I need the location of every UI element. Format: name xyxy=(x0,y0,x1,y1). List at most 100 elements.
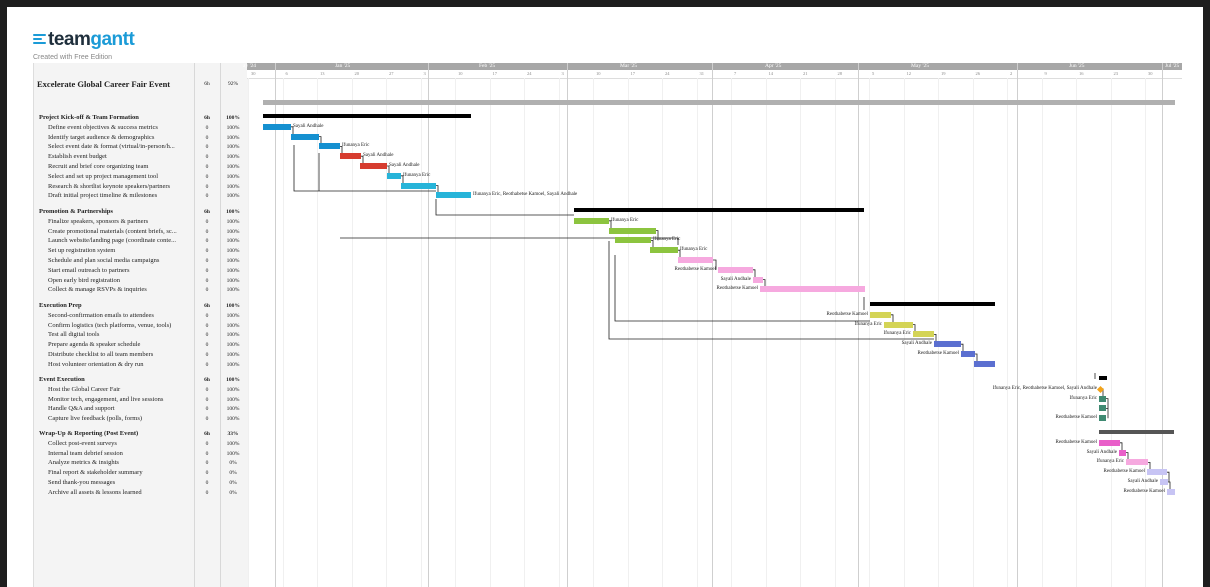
group-row[interactable]: Execution Prep 6h 100% xyxy=(34,301,248,311)
task-row[interactable]: Schedule and plan social media campaigns… xyxy=(34,256,248,266)
task-bar[interactable] xyxy=(1119,449,1126,456)
group-row[interactable]: Wrap-Up & Reporting (Post Event) 6h 33% xyxy=(34,429,248,439)
task-row[interactable]: Launch website/landing page (coordinate … xyxy=(34,236,248,246)
percent-cell: 100% xyxy=(226,416,240,423)
task-bar[interactable] xyxy=(1126,459,1148,466)
dependency-line xyxy=(340,237,679,245)
dependency-line xyxy=(361,155,364,166)
task-row[interactable]: Open early bird registration 0 100% xyxy=(34,276,248,286)
task-row[interactable]: Define event objectives & success metric… xyxy=(34,123,248,133)
week-label: 27 xyxy=(389,71,394,76)
task-name: Collect post-event surveys xyxy=(48,439,117,447)
task-row[interactable]: Select event date & format (virtual/in-p… xyxy=(34,142,248,152)
task-bar[interactable] xyxy=(436,192,471,199)
group-summary-bar[interactable] xyxy=(574,208,864,212)
task-row[interactable]: Test all digital tools 0 100% xyxy=(34,330,248,340)
task-row[interactable]: Archive all assets & lessons learned 0 0% xyxy=(34,488,248,498)
task-row[interactable]: Handle Q&A and support 0 100% xyxy=(34,404,248,414)
project-row[interactable]: Excelerate Global Career Fair Event 6h 92% xyxy=(34,79,248,89)
task-row[interactable]: Collect post-event surveys 0 100% xyxy=(34,439,248,449)
task-bar[interactable] xyxy=(974,360,995,367)
percent-cell: 0% xyxy=(229,460,237,467)
task-row[interactable]: Finalize speakers, sponsors & partners 0 1… xyxy=(34,217,248,227)
task-bar[interactable] xyxy=(1099,405,1106,412)
task-row[interactable]: Monitor tech, engagement, and live sessi… xyxy=(34,395,248,405)
week-label: 6 xyxy=(285,71,288,76)
task-row[interactable]: Confirm logistics (tech platforms, venue… xyxy=(34,321,248,331)
group-summary-bar[interactable] xyxy=(263,114,471,118)
task-bar[interactable] xyxy=(319,143,340,150)
milestone-diamond[interactable] xyxy=(1096,385,1105,393)
task-row[interactable]: Second-confirmation emails to attendees 0… xyxy=(34,311,248,321)
task-bar[interactable] xyxy=(387,172,401,179)
task-bar[interactable] xyxy=(884,321,913,328)
task-bar[interactable] xyxy=(1167,488,1175,495)
group-row[interactable]: Project Kick-off & Team Formation 6h 100% xyxy=(34,113,248,123)
task-row[interactable]: Set up registration system 0 100% xyxy=(34,246,248,256)
group-row[interactable]: Promotion & Partnerships 6h 100% xyxy=(34,207,248,217)
dependency-line xyxy=(609,220,612,231)
group-summary-bar[interactable] xyxy=(1099,430,1174,434)
task-row[interactable]: Host volunteer orientation & dry run 0 100… xyxy=(34,360,248,370)
task-bar[interactable] xyxy=(291,133,319,140)
percent-cell: 100% xyxy=(226,193,240,200)
task-bar[interactable] xyxy=(718,266,753,273)
task-bar[interactable] xyxy=(615,237,651,244)
task-bar[interactable] xyxy=(870,311,891,318)
task-bar[interactable] xyxy=(263,123,291,130)
task-row[interactable]: Select and set up project management too… xyxy=(34,172,248,182)
task-bar[interactable] xyxy=(753,276,763,283)
gantt-timeline: ay '24 Jan '25 Feb '25 Mar '25 Apr '25 May '2… xyxy=(243,63,1182,587)
task-bar[interactable] xyxy=(340,153,361,160)
percent-cell: 100% xyxy=(226,183,240,190)
task-row[interactable]: Final report & stakeholder summary 0 0% xyxy=(34,468,248,478)
task-bar[interactable] xyxy=(1160,479,1168,485)
duration-cell: 0 xyxy=(205,342,209,349)
task-row[interactable]: Recruit and brief core organizing team 0 1… xyxy=(34,162,248,172)
task-row[interactable]: Start email outreach to partners 0 100% xyxy=(34,266,248,276)
task-row[interactable]: Identify target audience & demographics 0… xyxy=(34,133,248,143)
group-row[interactable]: Event Execution 6h 100% xyxy=(34,375,248,385)
dependency-line xyxy=(435,199,574,216)
task-row[interactable]: Send thank-you messages 0 0% xyxy=(34,478,248,488)
month-label: Apr '25 xyxy=(765,63,782,69)
task-row[interactable]: Prepare agenda & speaker schedule 0 100% xyxy=(34,340,248,350)
task-bar[interactable] xyxy=(961,351,975,357)
task-bar[interactable] xyxy=(650,247,678,254)
group-summary-bar[interactable] xyxy=(1099,376,1107,380)
task-row[interactable]: Create promotional materials (content br… xyxy=(34,227,248,237)
project-summary-bar[interactable] xyxy=(263,100,1175,105)
task-bar[interactable] xyxy=(1099,395,1106,402)
week-label: 14 xyxy=(768,71,774,76)
task-row[interactable]: Distribute checklist to all team members… xyxy=(34,350,248,360)
week-label: 21 xyxy=(803,71,808,76)
assignee-label: Ifunanya Eric xyxy=(653,237,681,243)
group-summary-bar[interactable] xyxy=(870,302,995,306)
group-name: Promotion & Partnerships xyxy=(39,208,113,215)
task-bar[interactable] xyxy=(1099,439,1120,446)
task-bar[interactable] xyxy=(401,182,436,189)
task-row[interactable]: Internal team debrief session 0 100% xyxy=(34,449,248,459)
task-bar[interactable] xyxy=(913,331,934,338)
group-name: Project Kick-off & Team Formation xyxy=(39,114,139,121)
task-row[interactable]: Host the Global Career Fair 0 100% xyxy=(34,385,248,395)
task-bar[interactable] xyxy=(934,341,961,348)
task-row[interactable]: Capture live feedback (polls, forms) 0 100… xyxy=(34,414,248,424)
percent-cell: 100% xyxy=(226,322,240,329)
month-gridline xyxy=(1162,63,1163,587)
task-row[interactable]: Establish event budget 0 100% xyxy=(34,152,248,162)
task-row[interactable]: Analyze metrics & insights 0 0% xyxy=(34,458,248,468)
dependency-line xyxy=(1168,481,1171,492)
task-bar[interactable] xyxy=(360,163,387,169)
task-bar[interactable] xyxy=(1147,469,1167,476)
task-row[interactable]: Collect & manage RSVPs & inquiries 0 100% xyxy=(34,285,248,295)
task-bar[interactable] xyxy=(609,227,656,234)
task-row[interactable]: Research & shortlist keynote speakers/pa… xyxy=(34,182,248,192)
task-row[interactable]: Draft initial project timeline & milesto… xyxy=(34,191,248,201)
assignee-label: Ifunanya Eric xyxy=(611,217,639,223)
task-bar[interactable] xyxy=(760,286,865,293)
task-bar[interactable] xyxy=(1099,415,1106,422)
task-bar[interactable] xyxy=(574,217,609,224)
task-bar[interactable] xyxy=(678,257,713,263)
task-name: Test all digital tools xyxy=(48,331,100,339)
